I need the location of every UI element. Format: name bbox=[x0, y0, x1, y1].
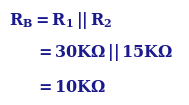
Text: $\bf{= 30K\Omega \,||\, 15K\Omega}$: $\bf{= 30K\Omega \,||\, 15K\Omega}$ bbox=[35, 42, 173, 63]
Text: $\bf{= 10K\Omega}$: $\bf{= 10K\Omega}$ bbox=[35, 79, 106, 95]
Text: $\bf{R_B = R_1 \,||\, R_2}$: $\bf{R_B = R_1 \,||\, R_2}$ bbox=[9, 10, 112, 31]
